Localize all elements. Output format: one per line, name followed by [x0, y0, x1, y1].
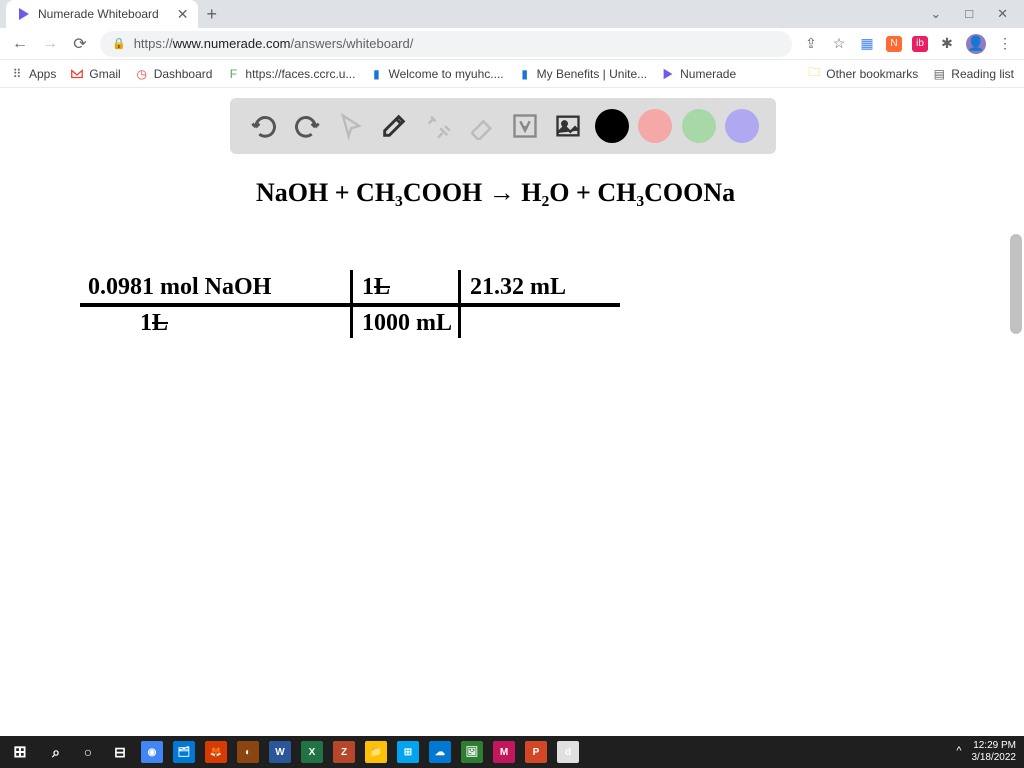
lock-icon: 🔒: [112, 37, 126, 50]
reload-button[interactable]: ⟳: [70, 34, 90, 54]
undo-button[interactable]: [247, 109, 281, 143]
benefits-bookmark[interactable]: ▮ My Benefits | Unite...: [518, 67, 648, 81]
address-bar: ← → ⟳ 🔒 https://www.numerade.com/answers…: [0, 28, 1024, 60]
window-controls: ⌄ □ ✕: [930, 6, 1024, 22]
other-bookmarks[interactable]: 🗀 Other bookmarks: [807, 67, 918, 81]
cell-bot-1: 1L: [140, 310, 168, 337]
apps-bookmark[interactable]: ⠿ Apps: [10, 67, 56, 81]
back-button[interactable]: ←: [10, 35, 30, 53]
taskbar: ⊞⌕○⊟◉🗂🦊◐WXZ📁⊞☁🖼MPd ^ 12:29 PM 3/18/2022: [0, 736, 1024, 768]
taskbar-app-2[interactable]: ○: [72, 736, 104, 768]
taskbar-apps: ⊞⌕○⊟◉🗂🦊◐WXZ📁⊞☁🖼MPd: [0, 736, 584, 768]
taskbar-app-3[interactable]: ⊟: [104, 736, 136, 768]
ext2-icon[interactable]: N: [886, 36, 902, 52]
apps-icon: ⠿: [10, 67, 24, 81]
numerade-bookmark[interactable]: Numerade: [661, 67, 736, 81]
reading-list[interactable]: ▤ Reading list: [932, 67, 1014, 81]
faces-icon: F: [226, 67, 240, 81]
taskbar-app-12[interactable]: ⊞: [392, 736, 424, 768]
share-icon[interactable]: ⇪: [802, 35, 820, 53]
taskbar-app-7[interactable]: ◐: [232, 736, 264, 768]
url-domain: www.numerade.com: [173, 36, 291, 51]
ext3-icon[interactable]: ib: [912, 36, 928, 52]
taskbar-app-13[interactable]: ☁: [424, 736, 456, 768]
taskbar-app-4[interactable]: ◉: [136, 736, 168, 768]
new-tab-button[interactable]: +: [206, 4, 217, 25]
divider-line-1: [350, 270, 353, 338]
redo-button[interactable]: [290, 109, 324, 143]
bookmarks-bar: ⠿ Apps Gmail ◷ Dashboard F https://faces…: [0, 60, 1024, 88]
address-icons: ⇪ ☆ ▦ N ib ✱ 👤 ⋮: [802, 34, 1014, 54]
profile-icon[interactable]: 👤: [966, 34, 986, 54]
eraser-tool[interactable]: [464, 109, 498, 143]
benefits-icon: ▮: [518, 67, 532, 81]
taskbar-app-16[interactable]: P: [520, 736, 552, 768]
clock[interactable]: 12:29 PM 3/18/2022: [972, 740, 1017, 764]
ext1-icon[interactable]: ▦: [858, 35, 876, 53]
dashboard-icon: ◷: [135, 67, 149, 81]
numerade-icon: [661, 67, 675, 81]
taskbar-app-10[interactable]: Z: [328, 736, 360, 768]
tab-title: Numerade Whiteboard: [38, 7, 159, 21]
cell-top-2: 1L: [362, 274, 390, 301]
tools-button[interactable]: [421, 109, 455, 143]
clock-date: 3/18/2022: [972, 752, 1017, 764]
menu-icon[interactable]: ⋮: [996, 35, 1014, 53]
url-path: /answers/whiteboard/: [291, 36, 414, 51]
myuhc-bookmark[interactable]: ▮ Welcome to myuhc....: [369, 67, 503, 81]
text-tool[interactable]: [508, 109, 542, 143]
folder-icon: 🗀: [807, 67, 821, 81]
maximize-button[interactable]: □: [965, 6, 973, 22]
taskbar-app-11[interactable]: 📁: [360, 736, 392, 768]
scroll-thumb[interactable]: [1010, 234, 1022, 334]
tray-up-icon[interactable]: ^: [956, 745, 961, 758]
dashboard-bookmark[interactable]: ◷ Dashboard: [135, 67, 213, 81]
taskbar-app-9[interactable]: X: [296, 736, 328, 768]
divider-line-2: [458, 270, 461, 338]
cell-top-1: 0.0981 mol NaOH: [88, 274, 271, 301]
pointer-tool[interactable]: [334, 109, 368, 143]
taskbar-app-1[interactable]: ⌕: [40, 736, 72, 768]
extensions-icon[interactable]: ✱: [938, 35, 956, 53]
tab-close-icon[interactable]: ✕: [177, 6, 189, 23]
taskbar-app-17[interactable]: d: [552, 736, 584, 768]
numerade-favicon-icon: [16, 6, 32, 22]
color-black[interactable]: [595, 109, 629, 143]
faces-bookmark[interactable]: F https://faces.ccrc.u...: [226, 67, 355, 81]
minimize-button[interactable]: ⌄: [930, 6, 941, 22]
gmail-bookmark[interactable]: Gmail: [70, 67, 120, 81]
taskbar-app-5[interactable]: 🗂: [168, 736, 200, 768]
browser-tab[interactable]: Numerade Whiteboard ✕: [6, 0, 198, 28]
browser-titlebar: Numerade Whiteboard ✕ + ⌄ □ ✕: [0, 0, 1024, 28]
cell-bot-2: 1000 mL: [362, 310, 452, 337]
pen-tool[interactable]: [377, 109, 411, 143]
image-tool[interactable]: [551, 109, 585, 143]
whiteboard-content: NaOH + CH₃COOH → H₂O + CH₃COONa 0.0981 m…: [0, 88, 1024, 736]
equation-text: NaOH + CH₃COOH → H₂O + CH₃COONa: [256, 178, 735, 208]
forward-button[interactable]: →: [40, 35, 60, 53]
close-button[interactable]: ✕: [997, 6, 1008, 22]
scrollbar[interactable]: [1010, 88, 1022, 736]
taskbar-app-15[interactable]: M: [488, 736, 520, 768]
taskbar-app-0[interactable]: ⊞: [0, 736, 40, 768]
color-green[interactable]: [682, 109, 716, 143]
system-tray[interactable]: ^: [956, 745, 961, 758]
color-red[interactable]: [638, 109, 672, 143]
myuhc-icon: ▮: [369, 67, 383, 81]
url-input[interactable]: 🔒 https://www.numerade.com/answers/white…: [100, 31, 792, 57]
taskbar-app-6[interactable]: 🦊: [200, 736, 232, 768]
taskbar-app-14[interactable]: 🖼: [456, 736, 488, 768]
taskbar-app-8[interactable]: W: [264, 736, 296, 768]
cell-top-3: 21.32 mL: [470, 274, 566, 301]
star-icon[interactable]: ☆: [830, 35, 848, 53]
clock-time: 12:29 PM: [972, 740, 1017, 752]
whiteboard-toolbar: [230, 98, 776, 154]
color-purple[interactable]: [725, 109, 759, 143]
reading-list-icon: ▤: [932, 67, 946, 81]
taskbar-right: ^ 12:29 PM 3/18/2022: [956, 740, 1024, 764]
gmail-icon: [70, 67, 84, 81]
url-https: https://: [134, 36, 173, 51]
